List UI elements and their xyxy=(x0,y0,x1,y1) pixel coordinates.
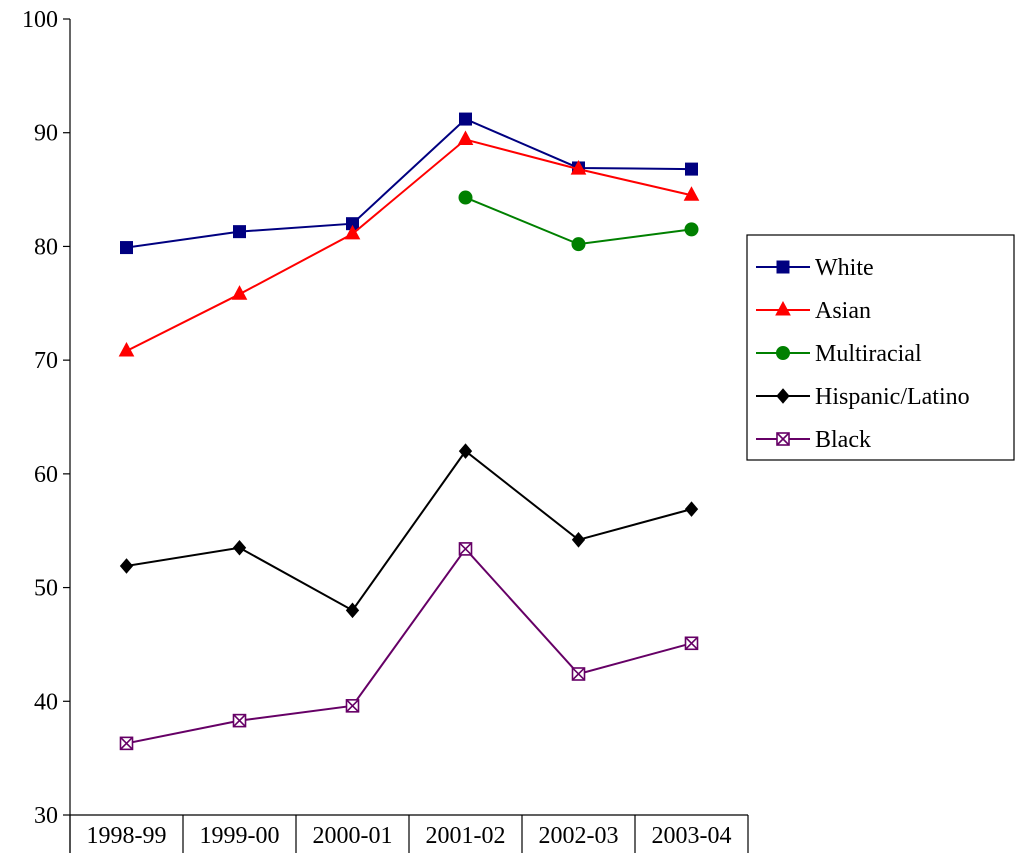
data-point-asian xyxy=(344,224,361,240)
series-line-black xyxy=(126,547,692,745)
y-tick-label: 100 xyxy=(22,7,58,33)
data-point-white xyxy=(233,225,246,239)
data-point-asian xyxy=(118,341,135,357)
legend-box xyxy=(746,234,1015,461)
data-point-hispanic-latino xyxy=(571,532,586,548)
y-tick-label: 80 xyxy=(34,234,58,260)
legend-marker xyxy=(775,300,791,316)
x-tick-label: 2000-01 xyxy=(313,823,393,849)
data-point-black xyxy=(684,636,699,651)
data-point-asian xyxy=(231,285,248,300)
x-tick-label: 2001-02 xyxy=(426,823,506,849)
y-tick-label: 50 xyxy=(34,576,58,602)
series-multiracial xyxy=(458,190,699,252)
legend-label: White xyxy=(815,255,874,281)
series-black xyxy=(119,542,699,751)
marker-cross-b xyxy=(684,636,699,650)
marker-cross-b xyxy=(571,667,586,681)
series-white xyxy=(120,112,698,255)
data-point-black xyxy=(232,713,247,728)
data-point-asian xyxy=(457,130,474,146)
data-point-white xyxy=(459,112,472,126)
series-line-asian xyxy=(126,138,692,352)
y-tick-label: 40 xyxy=(34,689,58,715)
series-line-hispanic-latino xyxy=(126,449,692,612)
data-point-multiracial xyxy=(684,222,699,237)
data-point-white xyxy=(685,162,698,176)
data-point-multiracial xyxy=(458,190,473,205)
data-point-hispanic-latino xyxy=(232,540,247,556)
marker-cross-b xyxy=(776,432,790,446)
y-tick-label: 90 xyxy=(34,121,58,147)
series-asian xyxy=(118,130,700,357)
legend-item-asian: Asian xyxy=(756,298,871,324)
legend-item-multiracial: Multiracial xyxy=(756,341,922,367)
legend-marker xyxy=(776,432,790,446)
x-tick-label: 2003-04 xyxy=(652,823,732,849)
data-point-hispanic-latino xyxy=(458,443,473,459)
data-point-hispanic-latino xyxy=(119,558,134,574)
data-point-black xyxy=(458,542,473,556)
legend-item-white: White xyxy=(756,255,874,281)
x-tick-label: 2002-03 xyxy=(539,823,619,849)
data-point-multiracial xyxy=(571,237,586,252)
y-tick-label: 30 xyxy=(34,803,58,829)
series-line-white xyxy=(126,117,692,249)
data-point-black xyxy=(345,699,360,713)
legend-label: Hispanic/Latino xyxy=(815,384,970,410)
data-point-black xyxy=(119,736,134,751)
x-tick-label: 1998-99 xyxy=(87,823,167,849)
data-point-hispanic-latino xyxy=(345,602,360,619)
axes: 30 40 50 60 70 80 90 100 1998-99 1999-00 2000-01 20… xyxy=(22,7,749,853)
y-tick-label: 70 xyxy=(34,348,58,374)
legend-marker xyxy=(776,260,790,274)
legend-label: Black xyxy=(815,427,871,453)
legend-marker xyxy=(776,346,790,360)
legend-label: Asian xyxy=(815,298,871,324)
y-tick-label: 60 xyxy=(34,462,58,488)
series-hispanic-latino xyxy=(119,443,699,619)
legend-label: Multiracial xyxy=(815,341,922,367)
legend-marker xyxy=(776,388,790,404)
data-point-black xyxy=(571,667,586,681)
data-point-hispanic-latino xyxy=(684,501,699,517)
legend-item-black: Black xyxy=(756,427,871,453)
marker-cross-b xyxy=(119,736,134,750)
marker-cross-b xyxy=(232,714,247,728)
legend-item-hispanic-latino: Hispanic/Latino xyxy=(756,384,970,410)
x-tick-label: 1999-00 xyxy=(200,823,280,849)
data-point-asian xyxy=(570,160,587,175)
legend: White Asian Multiracial Hispanic/Latino Blac… xyxy=(746,234,1015,461)
data-point-asian xyxy=(683,186,700,201)
marker-cross-b xyxy=(458,542,473,556)
marker-cross-b xyxy=(345,699,360,713)
data-point-white xyxy=(120,241,133,255)
series-layer xyxy=(118,112,700,751)
